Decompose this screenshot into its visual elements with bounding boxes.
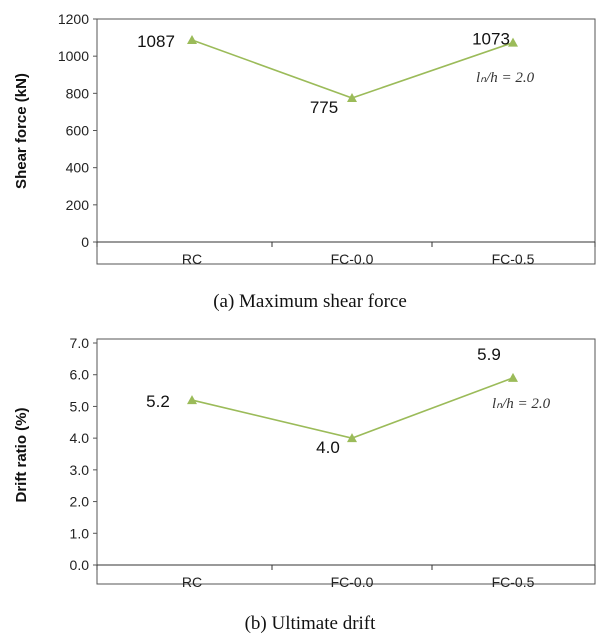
chart-b-xtick-label: FC-0.5 bbox=[492, 574, 535, 590]
chart-a-ytick-label: 600 bbox=[66, 123, 90, 139]
chart-a-data-label: 775 bbox=[310, 98, 338, 117]
chart-b-ytick-label: 4.0 bbox=[70, 430, 90, 446]
chart-a-point bbox=[508, 37, 518, 47]
chart-b-ytick-label: 1.0 bbox=[70, 525, 90, 541]
chart-a-data-label: 1087 bbox=[137, 32, 175, 51]
chart-a-xtick-label: RC bbox=[182, 251, 202, 267]
chart-a-xtick-label: FC-0.5 bbox=[492, 251, 535, 267]
chart-b: Drift ratio (%) 0.0 1.0 2.0 3.0 4.0 5.0 6.0 7.0… bbox=[13, 335, 596, 634]
chart-a-frame bbox=[96, 18, 596, 265]
chart-b-ytick-label: 7.0 bbox=[70, 335, 90, 351]
chart-a-data-label: 1073 bbox=[472, 30, 510, 49]
chart-b-data-label: 5.9 bbox=[477, 345, 501, 364]
chart-a-xtick-label: FC-0.0 bbox=[331, 251, 374, 267]
chart-b-ytick-label: 0.0 bbox=[70, 557, 90, 573]
chart-b-caption: (b) Ultimate drift bbox=[245, 613, 377, 634]
chart-a-ytick-label: 200 bbox=[66, 197, 90, 213]
chart-a-ytick-label: 400 bbox=[66, 160, 90, 176]
chart-a-point bbox=[187, 34, 197, 44]
chart-a-caption: (a) Maximum shear force bbox=[213, 291, 407, 312]
chart-a-annotation: lₙ/h = 2.0 bbox=[476, 70, 535, 86]
chart-b-point bbox=[508, 372, 518, 382]
chart-b-ytick-label: 3.0 bbox=[70, 462, 90, 478]
chart-b-annotation: lₙ/h = 2.0 bbox=[492, 396, 551, 412]
chart-b-ytick-label: 6.0 bbox=[70, 367, 90, 383]
chart-a-point bbox=[347, 92, 357, 102]
chart-b-point bbox=[187, 395, 197, 405]
chart-b-data-label: 4.0 bbox=[316, 438, 340, 457]
chart-b-xtick-label: RC bbox=[182, 574, 202, 590]
chart-a-ytick-label: 1000 bbox=[58, 48, 89, 64]
chart-b-point bbox=[347, 433, 357, 443]
chart-b-data-label: 5.2 bbox=[146, 392, 170, 411]
chart-b-ylabel: Drift ratio (%) bbox=[13, 408, 30, 503]
chart-b-ytick-label: 2.0 bbox=[70, 494, 90, 510]
chart-a-ytick-label: 1200 bbox=[58, 11, 89, 27]
chart-a-ylabel: Shear force (kN) bbox=[13, 73, 30, 189]
chart-a: Shear force (kN) 0 200 400 600 800 1000 1200 R… bbox=[13, 11, 596, 312]
chart-b-ytick-label: 5.0 bbox=[70, 398, 90, 414]
chart-b-frame bbox=[96, 338, 596, 585]
chart-a-ytick-label: 0 bbox=[81, 234, 89, 250]
chart-a-ytick-label: 800 bbox=[66, 85, 90, 101]
chart-b-xtick-label: FC-0.0 bbox=[331, 574, 374, 590]
